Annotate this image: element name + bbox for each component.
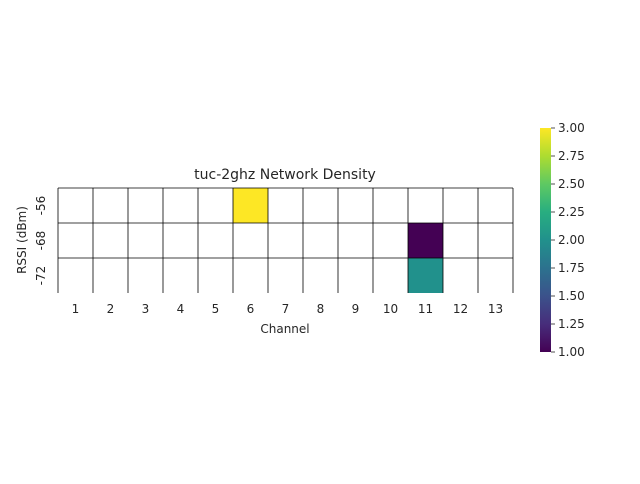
x-tick-label: 6: [247, 302, 255, 316]
x-tick-label: 2: [107, 302, 115, 316]
colorbar: 1.00 1.25 1.50 1.75 2.00 2.25 2.50 2.75 3.00: [540, 121, 585, 359]
colorbar-tick-label: 1.00: [558, 345, 585, 359]
x-tick-label: 8: [317, 302, 325, 316]
heatmap-cells: [233, 188, 443, 293]
colorbar-tick-label: 2.50: [558, 177, 585, 191]
x-axis-label: Channel: [260, 322, 309, 336]
x-tick-label: 10: [383, 302, 398, 316]
colorbar-tick-label: 3.00: [558, 121, 585, 135]
colorbar-ticks: 1.00 1.25 1.50 1.75 2.00 2.25 2.50 2.75 3.00: [551, 121, 585, 359]
y-axis-ticks: -56 -68 -72: [34, 196, 48, 286]
heatmap-cell: [233, 188, 268, 223]
y-tick-label: -68: [34, 231, 48, 251]
x-tick-label: 1: [72, 302, 80, 316]
x-tick-label: 3: [142, 302, 150, 316]
heatmap-grid: [57, 187, 514, 293]
x-tick-label: 4: [177, 302, 185, 316]
colorbar-tick-label: 2.25: [558, 205, 585, 219]
x-axis-ticks: 1 2 3 4 5 6 7 8 9 10 11 12 13: [72, 302, 503, 316]
colorbar-tick-label: 1.75: [558, 261, 585, 275]
y-tick-label: -56: [34, 196, 48, 216]
colorbar-gradient: [540, 128, 551, 352]
colorbar-tick-label: 1.50: [558, 289, 585, 303]
x-tick-label: 9: [352, 302, 360, 316]
chart-title: tuc-2ghz Network Density: [194, 167, 376, 183]
y-axis-label: RSSI (dBm): [15, 206, 29, 274]
x-tick-label: 13: [488, 302, 503, 316]
colorbar-tick-label: 1.25: [558, 317, 585, 331]
heatmap-cell: [408, 223, 443, 258]
x-tick-label: 11: [418, 302, 433, 316]
x-tick-label: 7: [282, 302, 290, 316]
x-tick-label: 12: [453, 302, 468, 316]
heatmap-cell: [408, 258, 443, 293]
x-tick-label: 5: [212, 302, 220, 316]
colorbar-tick-label: 2.75: [558, 149, 585, 163]
y-tick-label: -72: [34, 266, 48, 286]
colorbar-tick-label: 2.00: [558, 233, 585, 247]
